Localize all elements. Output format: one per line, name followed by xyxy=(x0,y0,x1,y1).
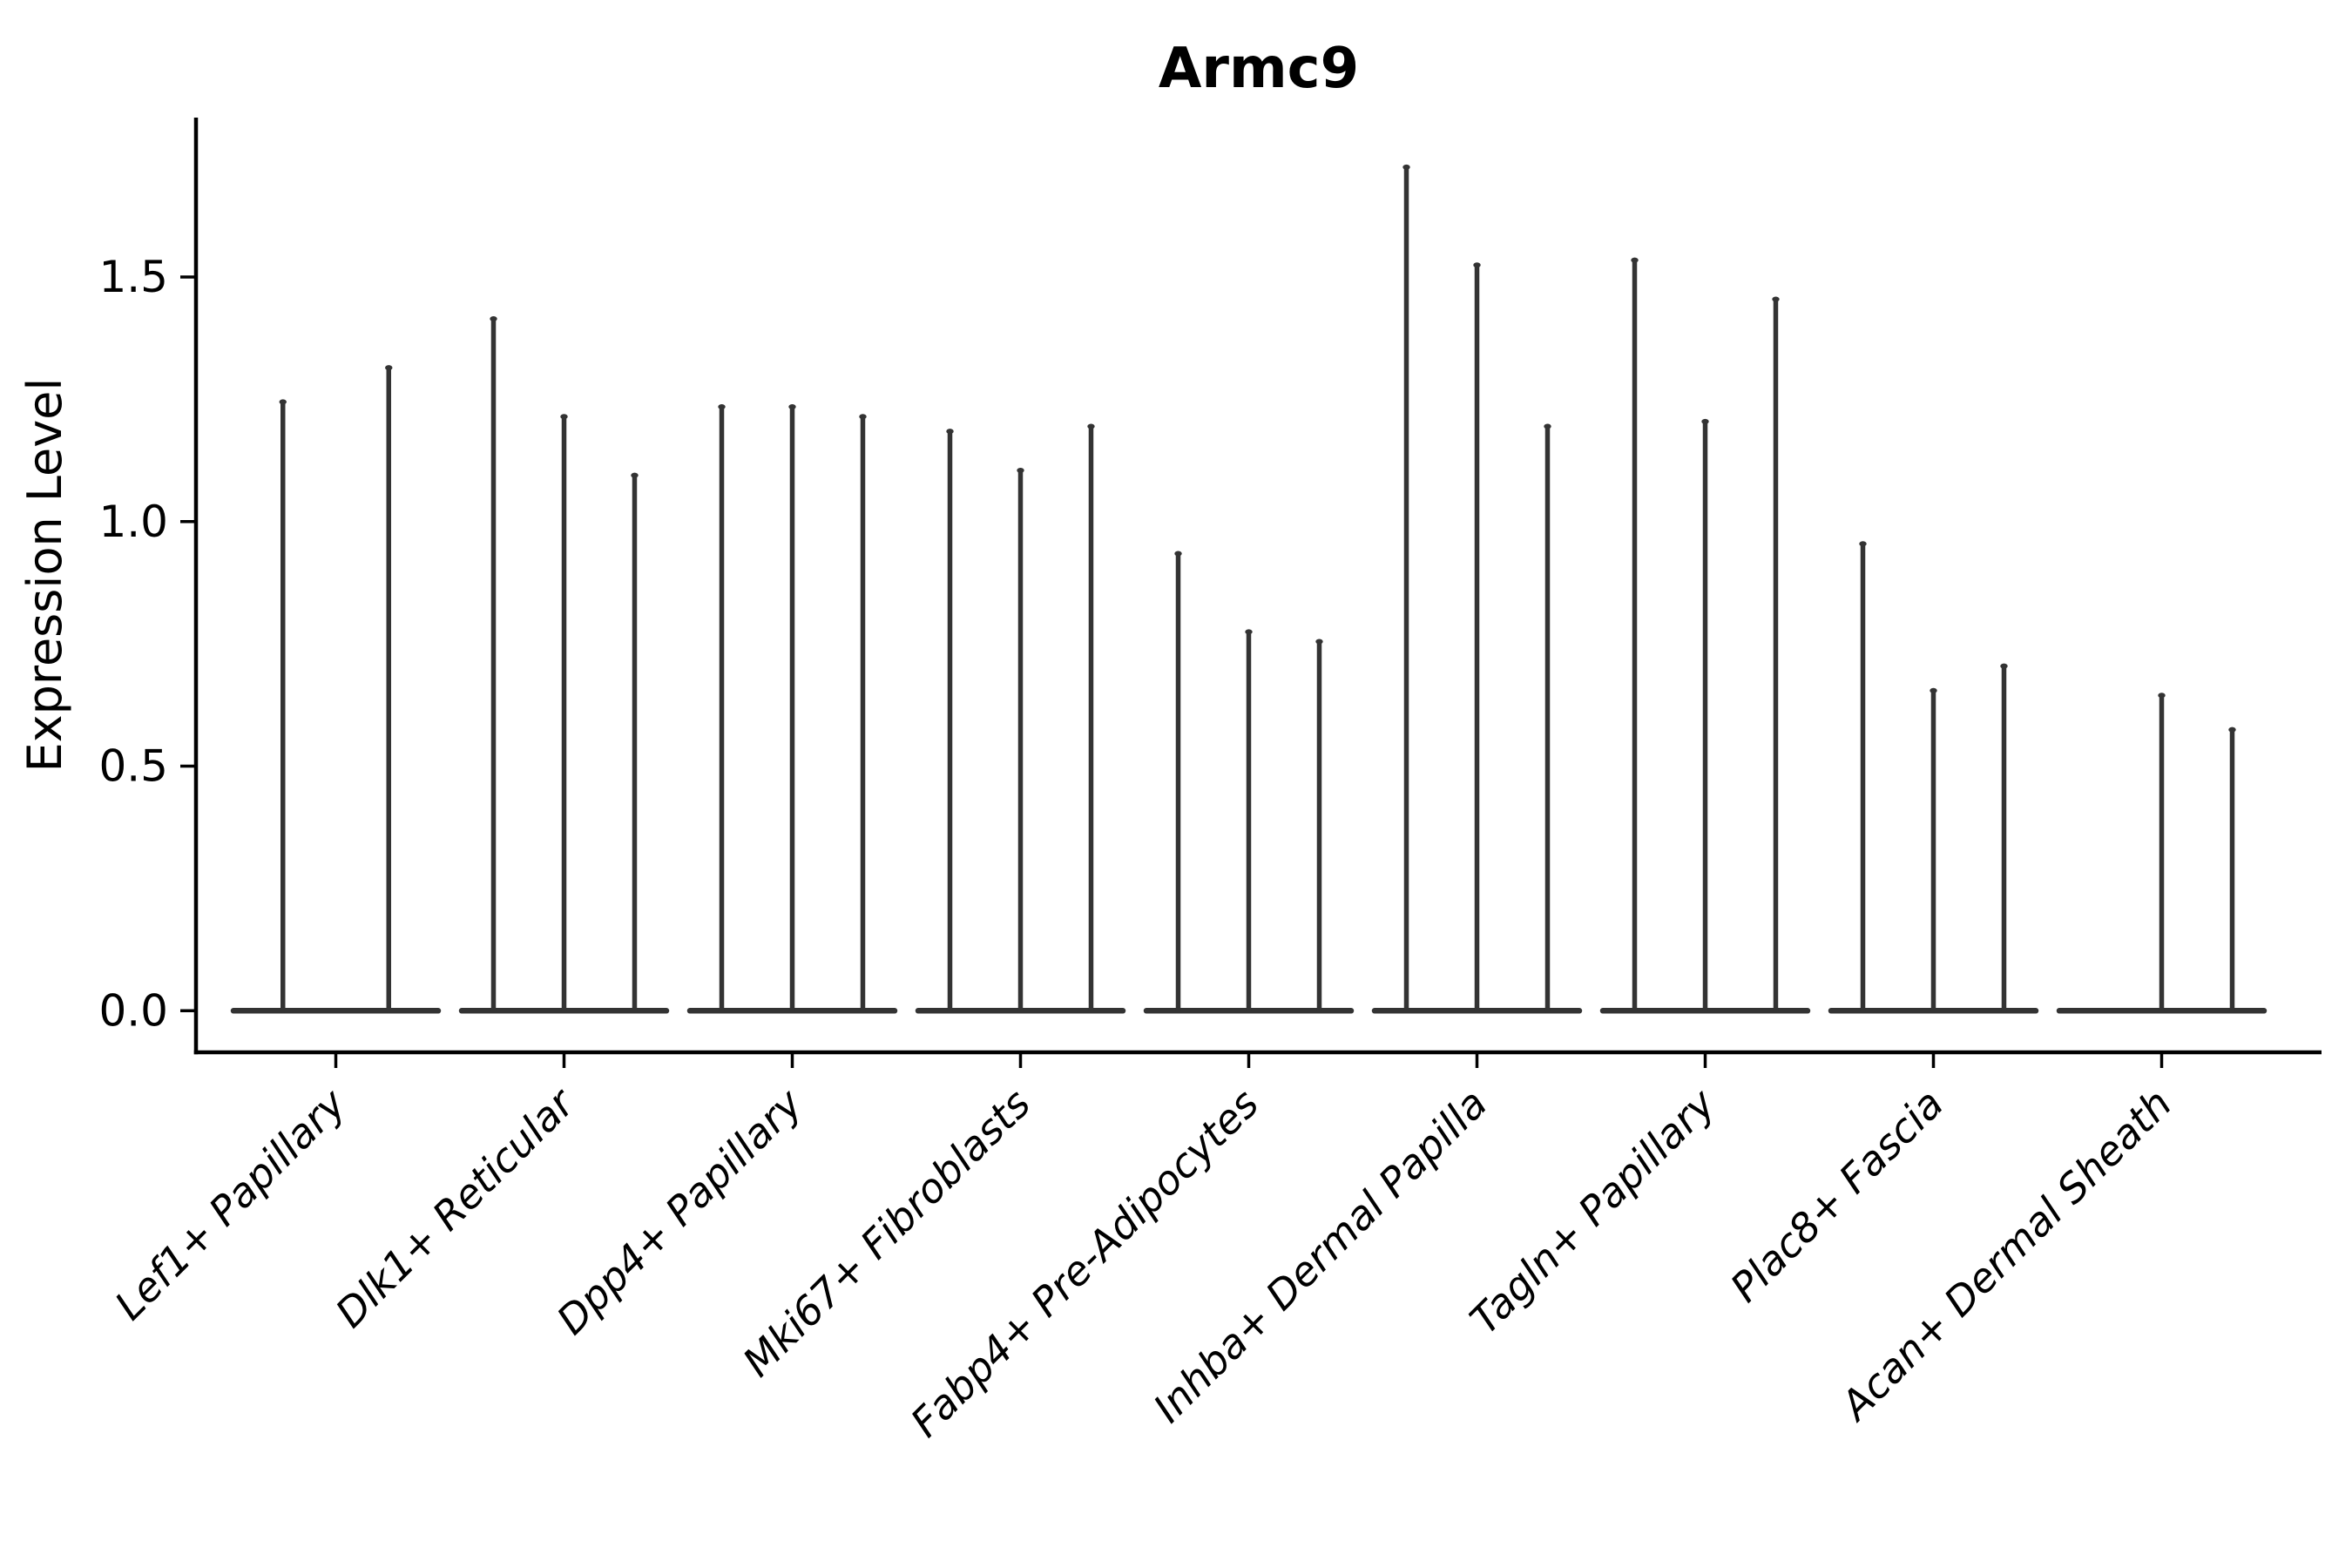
violin-spike-tip xyxy=(1631,257,1639,263)
violin-spike-tip xyxy=(1245,629,1253,635)
y-tick-label: 1.0 xyxy=(98,497,168,547)
violin-spike-tip xyxy=(1017,468,1024,474)
axes xyxy=(180,118,2322,1068)
x-tick-label: Dpp4+ Papillary xyxy=(548,1079,812,1343)
violin-spike-tip xyxy=(1859,541,1867,547)
violin-group xyxy=(915,423,1126,1014)
y-tick-label: 1.5 xyxy=(98,252,168,302)
x-tick-label: Tagln+ Papillary xyxy=(1461,1079,1725,1343)
y-axis-label: Expression Level xyxy=(17,378,72,773)
violin-spike-tip xyxy=(1930,687,1937,693)
violin-spike-tip xyxy=(1473,262,1481,268)
violin-spike-tip xyxy=(788,404,796,410)
violin-spike-tip xyxy=(1402,164,1410,170)
y-tick-label: 0.0 xyxy=(98,985,168,1036)
violin-spike-tip xyxy=(2158,693,2166,699)
violin-group xyxy=(1828,541,2039,1014)
y-tick-label: 0.5 xyxy=(98,741,168,792)
violin-spike-tip xyxy=(2228,727,2236,733)
violin-spike-tip xyxy=(1174,551,1182,557)
violin-group xyxy=(230,365,442,1014)
violin-spike-tip xyxy=(1087,423,1095,429)
violin-spike-tip xyxy=(718,404,726,410)
x-tick-label: Plac8+ Fascia xyxy=(1721,1080,1952,1311)
violin-spike-tip xyxy=(859,414,867,420)
violin-spike-tip xyxy=(631,472,639,478)
y-tick-labels: 0.0 0.5 1.0 1.5 xyxy=(98,252,168,1036)
x-tick-label: Dlk1+ Reticular xyxy=(327,1078,585,1336)
violin-spike-tip xyxy=(1315,639,1323,645)
violin-spike-tip xyxy=(1544,423,1551,429)
violin-group xyxy=(2056,693,2268,1014)
x-tick-label: Lef1+ Papillary xyxy=(105,1079,355,1328)
violin-spike-tip xyxy=(560,414,568,420)
violin-group xyxy=(1143,551,1355,1014)
violin-spike-tip xyxy=(1772,296,1780,302)
violin-spike-tip xyxy=(2000,663,2008,669)
violins-layer xyxy=(230,164,2268,1014)
violin-spike-tip xyxy=(490,315,497,321)
violin-group xyxy=(1371,164,1583,1014)
violin-group xyxy=(686,404,898,1014)
violin-spike-tip xyxy=(1701,418,1709,424)
violin-group xyxy=(458,315,670,1014)
violin-group xyxy=(1599,257,1811,1014)
violin-spike-tip xyxy=(385,365,393,371)
violin-spike-tip xyxy=(279,399,287,405)
chart-title: Armc9 xyxy=(1159,37,1359,101)
violin-spike-tip xyxy=(946,429,954,435)
